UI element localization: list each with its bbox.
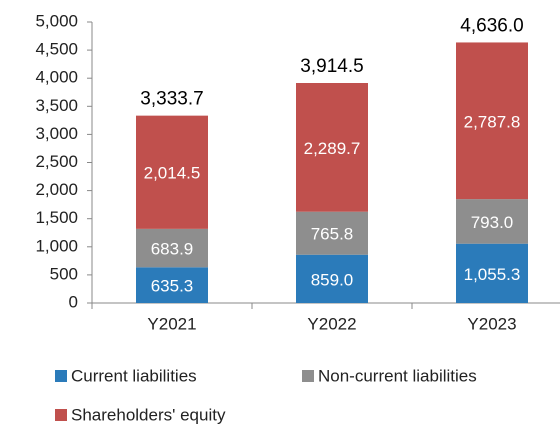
total-label: 3,333.7 [140,89,203,110]
y-tick-label: 4,000 [35,68,78,87]
data-label: 765.8 [311,225,354,244]
legend-label: Shareholders' equity [71,405,226,424]
bar-segment [296,83,368,212]
bar-segment [456,42,528,200]
total-label: 3,914.5 [300,56,363,77]
bar-segment [296,254,368,303]
legend-swatch [55,370,67,382]
y-tick-label: 0 [69,292,78,311]
y-tick-label: 3,500 [35,96,78,115]
data-label: 635.3 [151,277,194,296]
y-tick-label: 1,500 [35,208,78,227]
data-label: 793.0 [471,213,514,232]
legend-label: Current liabilities [71,366,197,385]
y-tick-label: 3,000 [35,124,78,143]
bar-segment [136,228,208,268]
x-tick-label: Y2021 [147,314,196,333]
y-tick-label: 2,500 [35,152,78,171]
total-label: 4,636.0 [460,15,523,36]
bar-segment [456,243,528,303]
legend-swatch [302,370,314,382]
x-tick-label: Y2022 [307,314,356,333]
bar-segment [136,115,208,229]
bar-segment [456,199,528,244]
legend-swatch [55,409,67,421]
data-label: 2,787.8 [464,112,521,131]
legend-label: Non-current liabilities [318,366,477,385]
y-tick-label: 500 [50,264,78,283]
y-tick-label: 5,000 [35,11,78,30]
x-tick-label: Y2023 [467,314,516,333]
bar-segment [296,211,368,255]
y-tick-label: 1,000 [35,236,78,255]
y-tick-label: 4,500 [35,40,78,59]
data-label: 1,055.3 [464,265,521,284]
data-label: 859.0 [311,270,354,289]
y-tick-label: 2,000 [35,180,78,199]
data-label: 2,014.5 [144,164,201,183]
data-label: 683.9 [151,240,194,259]
bar-segment [136,267,208,303]
data-label: 2,289.7 [304,139,361,158]
